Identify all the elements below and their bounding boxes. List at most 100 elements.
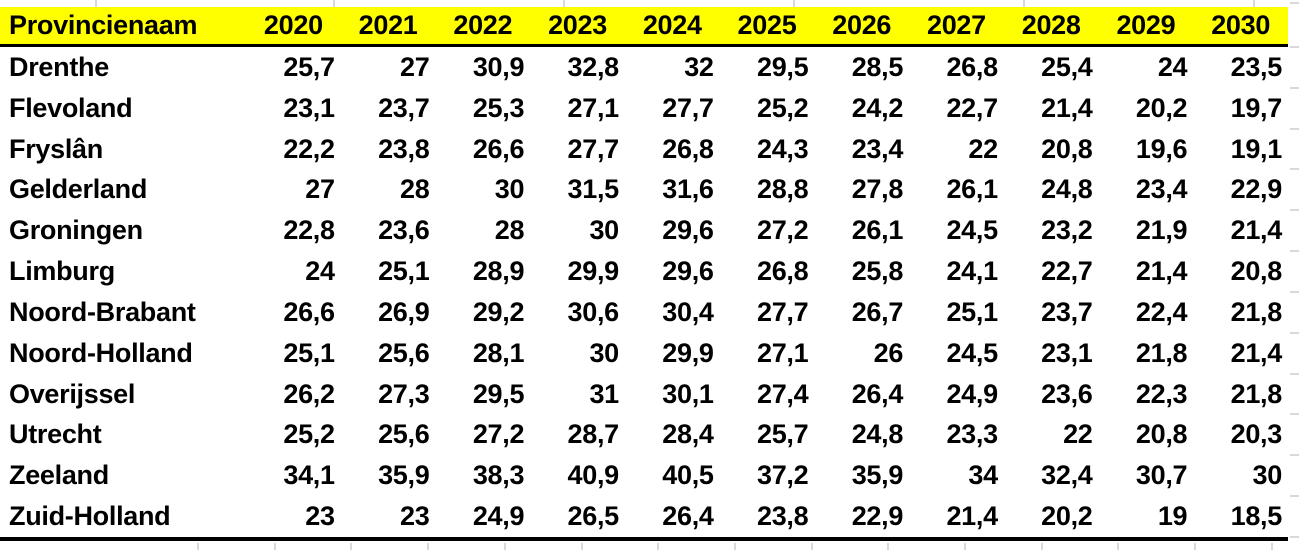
column-header-2023[interactable]: 2023: [548, 10, 607, 40]
cell-value[interactable]: 25,4: [1041, 51, 1093, 82]
cell-value[interactable]: 23,3: [946, 419, 998, 450]
cell-value[interactable]: 30: [589, 337, 619, 368]
cell-value[interactable]: 29,5: [757, 51, 809, 82]
cell-value[interactable]: 24,2: [851, 92, 904, 123]
column-header-2030[interactable]: 2030: [1211, 10, 1271, 40]
column-header-2028[interactable]: 2028: [1021, 10, 1081, 40]
cell-value[interactable]: 21,9: [1135, 215, 1188, 246]
cell-province-name[interactable]: Zuid-Holland: [9, 501, 171, 532]
cell-value[interactable]: 28,1: [472, 337, 525, 368]
cell-value[interactable]: 22,3: [1135, 378, 1188, 409]
cell-value[interactable]: 27,8: [851, 174, 904, 205]
cell-value[interactable]: 25,1: [283, 337, 335, 368]
cell-province-name[interactable]: Limburg: [9, 256, 115, 287]
column-header-2025[interactable]: 2025: [737, 10, 797, 40]
cell-value[interactable]: 19,7: [1230, 92, 1283, 123]
cell-value[interactable]: 20,8: [1230, 256, 1283, 287]
cell-value[interactable]: 40,5: [662, 460, 714, 491]
cell-value[interactable]: 23,7: [378, 92, 430, 123]
cell-value[interactable]: 23: [400, 501, 430, 532]
cell-value[interactable]: 30,4: [662, 296, 714, 327]
cell-value[interactable]: 37,2: [757, 460, 809, 491]
cell-value[interactable]: 26,9: [378, 296, 430, 327]
cell-value[interactable]: 25,7: [283, 51, 335, 82]
cell-value[interactable]: 26,4: [851, 378, 904, 409]
cell-value[interactable]: 35,9: [851, 460, 904, 491]
cell-value[interactable]: 22,8: [283, 215, 335, 246]
cell-value[interactable]: 27,3: [378, 378, 430, 409]
cell-value[interactable]: 22,2: [283, 133, 335, 164]
cell-province-name[interactable]: Utrecht: [9, 419, 102, 450]
cell-value[interactable]: 24,9: [946, 378, 998, 409]
column-header-2029[interactable]: 2029: [1116, 10, 1176, 40]
cell-value[interactable]: 25,7: [757, 419, 809, 450]
cell-value[interactable]: 20,2: [1041, 501, 1093, 532]
cell-value[interactable]: 25,3: [472, 92, 525, 123]
cell-value[interactable]: 19,6: [1135, 133, 1188, 164]
cell-value[interactable]: 22,7: [946, 92, 998, 123]
cell-value[interactable]: 23,2: [1041, 215, 1093, 246]
cell-value[interactable]: 23,4: [851, 133, 904, 164]
cell-value[interactable]: 35,9: [378, 460, 430, 491]
cell-value[interactable]: 19,1: [1230, 133, 1283, 164]
cell-value[interactable]: 27: [305, 174, 335, 205]
cell-value[interactable]: 20,2: [1135, 92, 1188, 123]
column-header-2026[interactable]: 2026: [832, 10, 892, 40]
cell-value[interactable]: 24,5: [946, 337, 998, 368]
cell-value[interactable]: 29,9: [662, 337, 714, 368]
cell-province-name[interactable]: Noord-Brabant: [9, 296, 196, 327]
cell-value[interactable]: 21,8: [1135, 337, 1188, 368]
cell-value[interactable]: 26,8: [662, 133, 714, 164]
cell-value[interactable]: 27,4: [757, 378, 809, 409]
cell-value[interactable]: 29,6: [662, 215, 714, 246]
cell-value[interactable]: 21,4: [1230, 215, 1283, 246]
cell-value[interactable]: 28: [494, 215, 525, 246]
cell-value[interactable]: 23,5: [1230, 51, 1283, 82]
cell-province-name[interactable]: Gelderland: [9, 174, 148, 205]
cell-value[interactable]: 18,5: [1230, 501, 1283, 532]
cell-value[interactable]: 21,4: [1230, 337, 1283, 368]
cell-value[interactable]: 34,1: [283, 460, 335, 491]
cell-value[interactable]: 22: [968, 133, 998, 164]
cell-value[interactable]: 25,2: [283, 419, 335, 450]
cell-value[interactable]: 24,3: [757, 133, 809, 164]
cell-value[interactable]: 21,4: [946, 501, 998, 532]
cell-value[interactable]: 25,1: [946, 296, 998, 327]
cell-value[interactable]: 28,9: [472, 256, 525, 287]
cell-province-name[interactable]: Groningen: [9, 215, 143, 246]
cell-value[interactable]: 20,3: [1230, 419, 1283, 450]
cell-value[interactable]: 26,8: [946, 51, 998, 82]
cell-value[interactable]: 27,7: [662, 92, 714, 123]
cell-value[interactable]: 30: [589, 215, 619, 246]
cell-value[interactable]: 26: [873, 337, 904, 368]
cell-value[interactable]: 23,7: [1041, 296, 1093, 327]
cell-value[interactable]: 21,8: [1230, 378, 1283, 409]
cell-value[interactable]: 27,2: [472, 419, 525, 450]
cell-value[interactable]: 28,4: [662, 419, 714, 450]
cell-value[interactable]: 21,8: [1230, 296, 1283, 327]
cell-value[interactable]: 25,6: [378, 419, 430, 450]
cell-value[interactable]: 26,1: [851, 215, 904, 246]
cell-value[interactable]: 23,4: [1135, 174, 1188, 205]
cell-value[interactable]: 19: [1157, 501, 1188, 532]
cell-value[interactable]: 20,8: [1041, 133, 1093, 164]
cell-value[interactable]: 30,1: [662, 378, 714, 409]
cell-value[interactable]: 24,8: [1041, 174, 1093, 205]
cell-value[interactable]: 27,1: [567, 92, 620, 123]
cell-value[interactable]: 27,2: [757, 215, 809, 246]
cell-value[interactable]: 30: [1252, 460, 1283, 491]
cell-value[interactable]: 23,1: [1041, 337, 1093, 368]
cell-value[interactable]: 25,1: [378, 256, 430, 287]
cell-value[interactable]: 21,4: [1041, 92, 1093, 123]
cell-province-name[interactable]: Zeeland: [9, 460, 109, 491]
cell-value[interactable]: 25,6: [378, 337, 430, 368]
cell-value[interactable]: 26,2: [283, 378, 335, 409]
cell-value[interactable]: 30,7: [1135, 460, 1188, 491]
cell-value[interactable]: 34: [968, 460, 998, 491]
cell-value[interactable]: 26,1: [946, 174, 998, 205]
cell-value[interactable]: 29,2: [472, 296, 525, 327]
cell-value[interactable]: 26,6: [283, 296, 335, 327]
cell-value[interactable]: 31: [589, 378, 619, 409]
cell-value[interactable]: 22,4: [1135, 296, 1188, 327]
cell-value[interactable]: 29,9: [567, 256, 620, 287]
